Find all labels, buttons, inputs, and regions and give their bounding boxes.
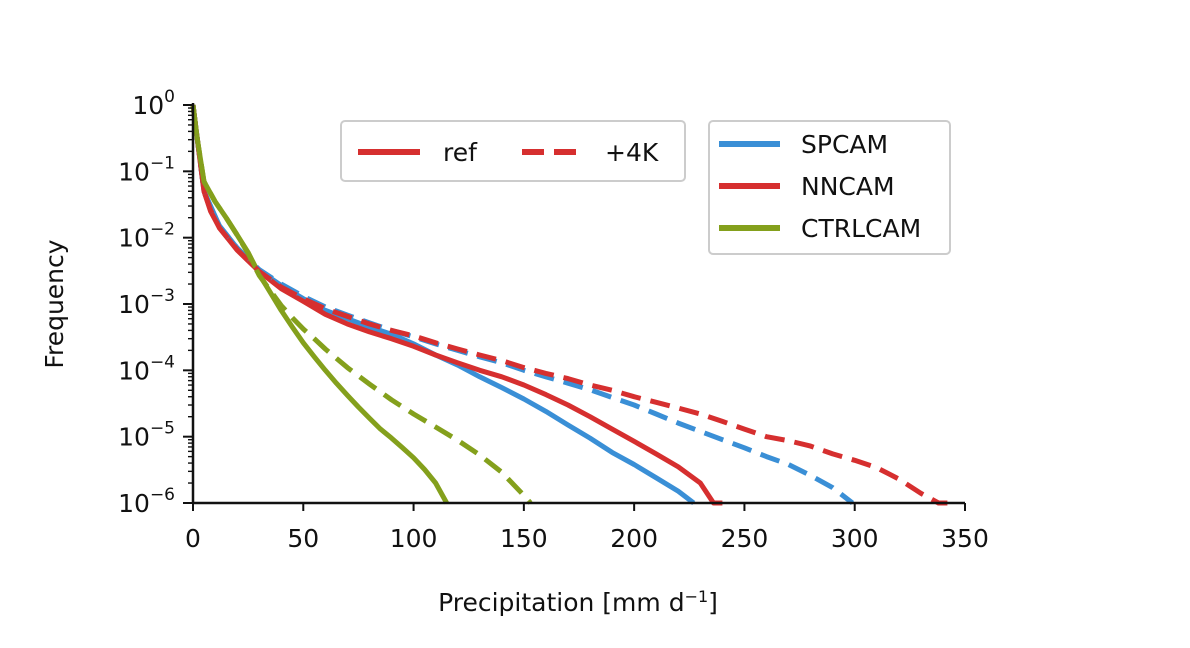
series-line-ctrlcam-4k: [190, 104, 533, 505]
x-tick-label: 150: [500, 524, 548, 553]
x-axis-label: Precipitation [mm d−1]: [438, 587, 718, 617]
series-line-nncam-4k: [190, 104, 948, 506]
y-tick-label-exp: −6: [150, 485, 175, 505]
y-tick-label-base: 10: [118, 356, 150, 385]
y-tick-label-base: 10: [118, 423, 150, 452]
y-tick-label: 10−2: [118, 220, 175, 253]
legend-ctrlcam-label: CTRLCAM: [801, 214, 921, 243]
legend-ref-label: ref: [443, 138, 478, 167]
legend-scenario: ref +4K: [340, 120, 686, 182]
x-axis-label-close: ]: [708, 588, 718, 617]
y-tick-label: 10−3: [118, 286, 175, 319]
y-tick-label-exp: −3: [150, 286, 175, 306]
y-tick-label-exp: −4: [150, 352, 175, 372]
series-line-nncam-ref: [190, 104, 723, 506]
y-tick-label-exp: −5: [150, 419, 175, 439]
y-tick-label: 100: [132, 87, 175, 120]
legend-nncam-label: NNCAM: [801, 172, 895, 201]
y-tick-label-base: 10: [118, 290, 150, 319]
x-tick-label: 250: [721, 524, 769, 553]
series-layer: [190, 104, 948, 506]
x-axis-label-main: Precipitation [mm d: [438, 588, 684, 617]
legend-model-frame: [708, 120, 951, 255]
x-tick-label: 350: [941, 524, 989, 553]
series-line-ctrlcam-ref: [190, 104, 449, 505]
y-tick-label-exp: −2: [150, 220, 175, 240]
axes-layer: 0 50 100 150 200 250 300 35010010−110−210−310−4…: [118, 87, 989, 553]
x-tick-label: 0: [185, 524, 201, 553]
x-tick-label: 200: [610, 524, 658, 553]
y-tick-label-base: 10: [118, 489, 150, 518]
x-axis-label-sup: −1: [685, 587, 709, 606]
y-tick-label: 10−6: [118, 485, 175, 518]
x-tick-label: 50: [287, 524, 319, 553]
y-tick-label-base: 10: [132, 91, 164, 120]
y-tick-label: 10−1: [118, 153, 175, 186]
legend-scenario-frame: [340, 120, 686, 182]
x-tick-label: 300: [831, 524, 879, 553]
legend-spcam-label: SPCAM: [801, 130, 888, 159]
legend-4k-label: +4K: [605, 138, 659, 167]
y-tick-label-base: 10: [118, 157, 150, 186]
y-tick-label-exp: −1: [150, 153, 175, 173]
y-tick-label-exp: 0: [164, 87, 175, 107]
legend-model: SPCAM NNCAM CTRLCAM: [708, 120, 951, 255]
x-tick-label: 100: [390, 524, 438, 553]
y-tick-label: 10−5: [118, 419, 175, 452]
y-tick-label-base: 10: [118, 224, 150, 253]
y-tick-label: 10−4: [118, 352, 175, 385]
y-axis-label: Frequency: [40, 239, 69, 368]
